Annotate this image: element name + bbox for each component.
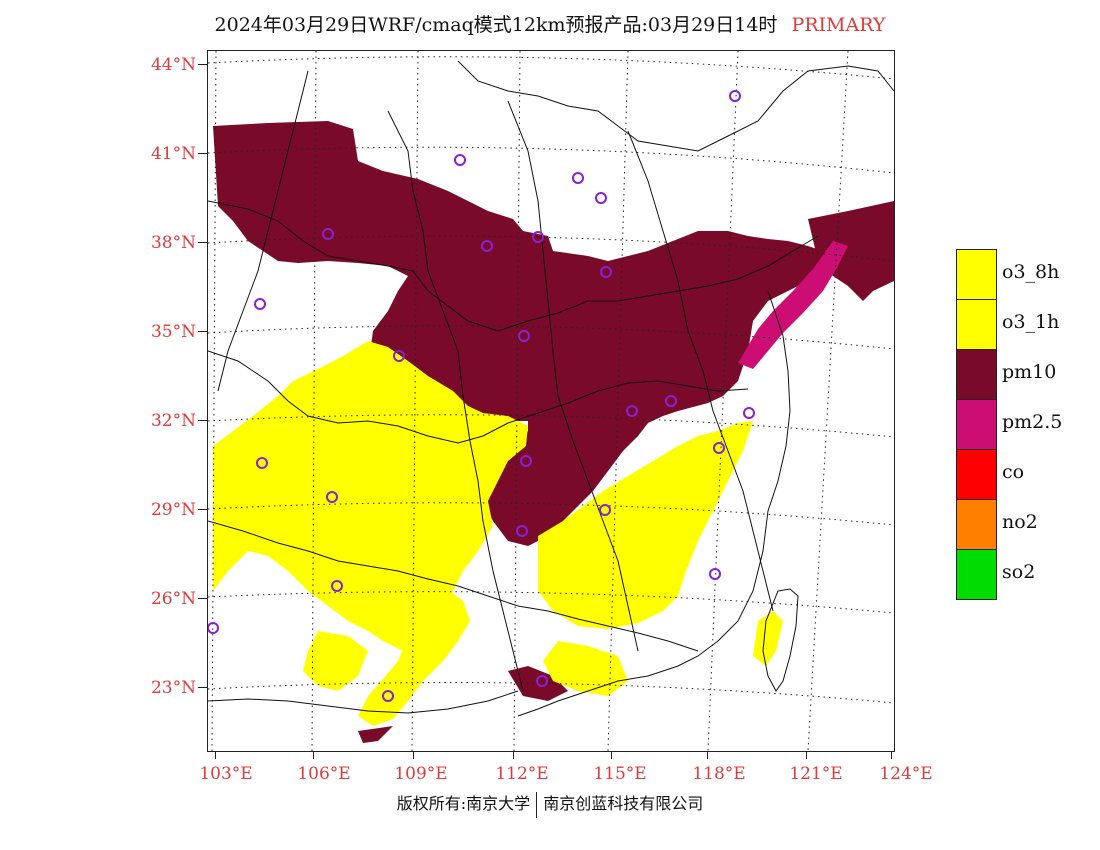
lon-tick xyxy=(313,751,314,759)
legend-label: so2 xyxy=(1002,561,1036,583)
station-marker[interactable] xyxy=(729,90,741,102)
station-marker[interactable] xyxy=(382,690,394,702)
lat-tick xyxy=(198,153,207,154)
legend-label: co xyxy=(1002,461,1025,483)
footer-company: 南京创蓝科技有限公司 xyxy=(543,794,704,813)
footer-owner: 版权所有:南京大学 xyxy=(396,794,531,813)
lon-label: 106°E xyxy=(297,764,351,784)
lat-tick xyxy=(198,242,207,243)
station-marker[interactable] xyxy=(326,491,338,503)
lat-label: 35°N xyxy=(150,322,196,342)
lon-label: 112°E xyxy=(495,764,549,784)
lat-label: 26°N xyxy=(150,589,196,609)
lon-tick xyxy=(513,751,514,759)
lon-label: 121°E xyxy=(789,764,843,784)
forecast-map xyxy=(208,51,894,751)
station-marker[interactable] xyxy=(256,457,268,469)
station-marker[interactable] xyxy=(481,240,493,252)
legend-swatch xyxy=(956,399,997,450)
station-marker[interactable] xyxy=(713,442,725,454)
lat-label: 23°N xyxy=(150,678,196,698)
lon-tick xyxy=(806,751,807,759)
station-marker[interactable] xyxy=(600,266,612,278)
station-marker[interactable] xyxy=(532,231,544,243)
station-marker[interactable] xyxy=(208,622,219,634)
legend-swatch xyxy=(956,299,997,350)
legend-label: o3_8h xyxy=(1002,261,1060,283)
lon-tick xyxy=(611,751,612,759)
lat-tick xyxy=(198,687,207,688)
legend-swatch xyxy=(956,499,997,550)
lat-label: 41°N xyxy=(150,144,196,164)
legend-item-o3-1h: o3_1h xyxy=(956,299,1096,350)
station-marker[interactable] xyxy=(331,580,343,592)
station-marker[interactable] xyxy=(454,154,466,166)
station-marker[interactable] xyxy=(599,504,611,516)
map-title: 2024年03月29日WRF/cmaq模式12km预报产品:03月29日14时 P… xyxy=(0,10,1100,37)
lon-label: 103°E xyxy=(199,764,253,784)
lat-tick xyxy=(198,420,207,421)
lat-tick xyxy=(198,509,207,510)
legend-label: o3_1h xyxy=(1002,311,1060,333)
legend-item-co: co xyxy=(956,449,1096,500)
station-marker[interactable] xyxy=(595,192,607,204)
lat-tick xyxy=(198,598,207,599)
legend-swatch xyxy=(956,549,997,600)
o3-field xyxy=(213,341,783,726)
lon-label: 118°E xyxy=(692,764,746,784)
lon-tick xyxy=(215,751,216,759)
title-text: 2024年03月29日WRF/cmaq模式12km预报产品:03月29日14时 xyxy=(214,14,778,36)
station-marker[interactable] xyxy=(743,407,755,419)
lat-tick xyxy=(198,331,207,332)
lon-tick xyxy=(707,751,708,759)
legend-item-pm10: pm10 xyxy=(956,349,1096,400)
station-marker[interactable] xyxy=(520,455,532,467)
copyright-footer: 版权所有:南京大学 南京创蓝科技有限公司 xyxy=(0,790,1100,818)
lon-tick xyxy=(413,751,414,759)
legend-label: pm10 xyxy=(1002,361,1057,383)
lat-label: 38°N xyxy=(150,233,196,253)
lat-label: 29°N xyxy=(150,500,196,520)
title-tag: PRIMARY xyxy=(791,14,886,36)
station-marker[interactable] xyxy=(572,172,584,184)
station-marker[interactable] xyxy=(536,675,548,687)
legend-swatch xyxy=(956,249,997,300)
lat-label: 32°N xyxy=(150,411,196,431)
lon-label: 124°E xyxy=(879,764,933,784)
map-plot-area[interactable] xyxy=(207,50,895,752)
legend-item-so2: so2 xyxy=(956,549,1096,600)
legend-swatch xyxy=(956,449,997,500)
station-marker[interactable] xyxy=(516,525,528,537)
lon-tick xyxy=(891,751,892,759)
lat-label: 44°N xyxy=(150,55,196,75)
footer-separator xyxy=(536,791,538,818)
lon-label: 115°E xyxy=(593,764,647,784)
lat-tick xyxy=(198,64,207,65)
station-marker[interactable] xyxy=(518,330,530,342)
station-marker[interactable] xyxy=(709,568,721,580)
legend-item-no2: no2 xyxy=(956,499,1096,550)
legend-label: pm2.5 xyxy=(1002,411,1063,433)
pm25-field xyxy=(738,241,848,369)
pollutant-legend: o3_8h o3_1h pm10 pm2.5 co no2 so2 xyxy=(956,249,1096,600)
station-marker[interactable] xyxy=(254,298,266,310)
legend-label: no2 xyxy=(1002,511,1038,533)
legend-swatch xyxy=(956,349,997,400)
graticule xyxy=(208,51,894,751)
station-marker[interactable] xyxy=(626,405,638,417)
station-markers xyxy=(208,90,755,702)
boundaries xyxy=(208,60,894,717)
legend-item-pm25: pm2.5 xyxy=(956,399,1096,450)
station-marker[interactable] xyxy=(322,228,334,240)
lon-label: 109°E xyxy=(394,764,448,784)
station-marker[interactable] xyxy=(393,350,405,362)
station-marker[interactable] xyxy=(665,395,677,407)
legend-item-o3-8h: o3_8h xyxy=(956,249,1096,300)
